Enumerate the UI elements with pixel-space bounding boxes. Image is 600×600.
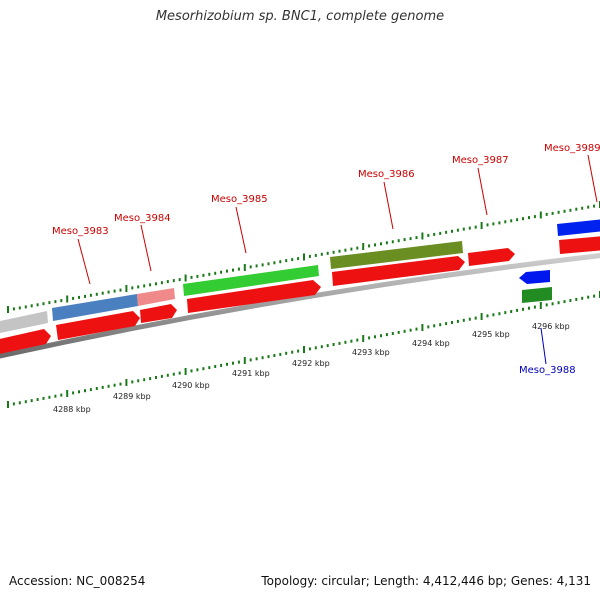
scale-label: 4293 kbp [352,348,390,357]
label-leader [235,206,247,254]
gene-label-meso-3985[interactable]: Meso_3985 [211,194,268,205]
scale-label: 4296 kbp [532,322,570,331]
gene-label-meso-3986[interactable]: Meso_3986 [358,169,415,180]
cds-arrow[interactable] [332,256,465,286]
gene-label-meso-3983[interactable]: Meso_3983 [52,226,109,237]
map-title: Mesorhizobium sp. BNC1, complete genome [155,9,445,24]
gene-bar-meso-3985[interactable] [183,265,319,296]
scale-ticks-lower [7,291,600,408]
scale-labels: 4288 kbp 4289 kbp 4290 kbp 4291 kbp 4292… [53,322,570,414]
label-leader [540,327,547,365]
gene-bar-meso-3984[interactable] [137,288,175,306]
cds-arrow[interactable] [187,280,321,313]
scale-ticks-upper [7,201,600,313]
gene-bar-meso-3988[interactable] [522,287,552,303]
label-leader [77,238,91,285]
reverse-arrow[interactable] [519,270,550,284]
scale-label: 4290 kbp [172,381,210,390]
gene-bar-meso-3989[interactable] [557,219,600,236]
gene-bar-meso-3986[interactable] [330,241,463,269]
scale-label: 4291 kbp [232,369,270,378]
cds-track [0,236,600,355]
gene-track [0,219,600,334]
gene-bar-meso-3983[interactable] [52,294,138,321]
genome-backbone [0,253,600,359]
cds-arrow[interactable] [140,304,177,323]
genome-summary-text: Topology: circular; Length: 4,412,446 bp… [261,574,591,588]
scale-label: 4289 kbp [113,392,151,401]
gene-labels: Meso_3983 Meso_3984 Meso_3985 Meso_3986 … [52,143,600,376]
label-leader [587,154,598,203]
scale-label: 4295 kbp [472,330,510,339]
cds-arrow[interactable] [468,248,515,266]
scale-label: 4294 kbp [412,339,450,348]
label-leader [383,181,394,230]
cds-arrow[interactable] [56,311,140,340]
cds-arrow[interactable] [0,329,51,355]
gene-label-meso-3988[interactable]: Meso_3988 [519,365,576,376]
gene-label-meso-3984[interactable]: Meso_3984 [114,213,171,224]
scale-label: 4288 kbp [53,405,91,414]
cds-arrow[interactable] [559,236,600,254]
scale-label: 4292 kbp [292,359,330,368]
label-leader [477,167,488,216]
label-leader [140,224,152,272]
accession-text: Accession: NC_008254 [9,574,146,588]
gene-label-meso-3987[interactable]: Meso_3987 [452,155,509,166]
gene-label-meso-3989[interactable]: Meso_3989 [544,143,600,154]
gene-bar-unnamed[interactable] [0,311,48,334]
